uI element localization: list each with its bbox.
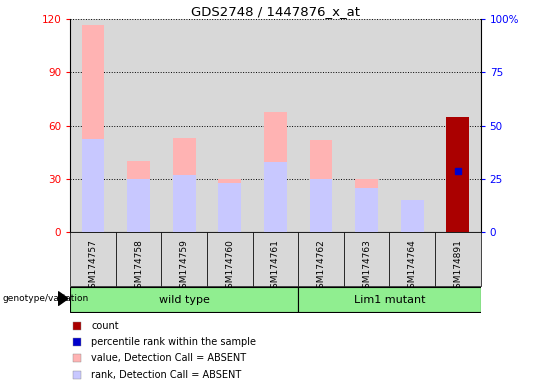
Bar <box>401 200 423 232</box>
Text: percentile rank within the sample: percentile rank within the sample <box>91 337 256 347</box>
Bar <box>298 232 344 286</box>
Text: GSM174891: GSM174891 <box>453 239 462 294</box>
Bar <box>389 19 435 232</box>
Bar <box>173 175 195 232</box>
Text: rank, Detection Call = ABSENT: rank, Detection Call = ABSENT <box>91 370 241 380</box>
Text: Lim1 mutant: Lim1 mutant <box>354 295 425 305</box>
Bar <box>161 19 207 232</box>
Bar <box>447 117 469 232</box>
Text: value, Detection Call = ABSENT: value, Detection Call = ABSENT <box>91 353 246 363</box>
Text: GSM174758: GSM174758 <box>134 239 143 294</box>
Bar <box>309 140 333 232</box>
Bar <box>70 19 116 232</box>
Bar <box>70 232 116 286</box>
Bar <box>298 19 344 232</box>
Title: GDS2748 / 1447876_x_at: GDS2748 / 1447876_x_at <box>191 5 360 18</box>
Bar <box>253 232 298 286</box>
Text: wild type: wild type <box>159 295 210 305</box>
Text: GSM174759: GSM174759 <box>180 239 188 294</box>
Text: genotype/variation: genotype/variation <box>3 294 89 303</box>
Bar <box>161 232 207 286</box>
Text: GSM174760: GSM174760 <box>225 239 234 294</box>
Bar <box>116 19 161 232</box>
Text: count: count <box>91 321 119 331</box>
Bar <box>173 138 195 232</box>
Bar <box>435 232 481 286</box>
Text: GSM174762: GSM174762 <box>316 239 326 293</box>
Bar <box>355 179 378 232</box>
Bar <box>207 19 253 232</box>
Bar <box>70 287 298 312</box>
Bar <box>435 19 481 232</box>
Bar <box>298 287 481 312</box>
Text: GSM174763: GSM174763 <box>362 239 371 294</box>
Bar <box>264 112 287 232</box>
Bar <box>309 179 333 232</box>
Bar <box>218 183 241 232</box>
Text: GSM174761: GSM174761 <box>271 239 280 294</box>
Bar <box>207 232 253 286</box>
Bar <box>218 179 241 232</box>
Bar <box>389 232 435 286</box>
Polygon shape <box>58 292 68 306</box>
Bar <box>264 162 287 232</box>
Text: GSM174764: GSM174764 <box>408 239 417 293</box>
Bar <box>344 19 389 232</box>
Text: GSM174757: GSM174757 <box>89 239 98 294</box>
Bar <box>401 209 423 232</box>
Bar <box>355 187 378 232</box>
Bar <box>127 179 150 232</box>
Bar <box>344 232 389 286</box>
Bar <box>116 232 161 286</box>
Bar <box>82 139 104 232</box>
Bar <box>253 19 298 232</box>
Bar <box>82 25 104 232</box>
Bar <box>127 161 150 232</box>
